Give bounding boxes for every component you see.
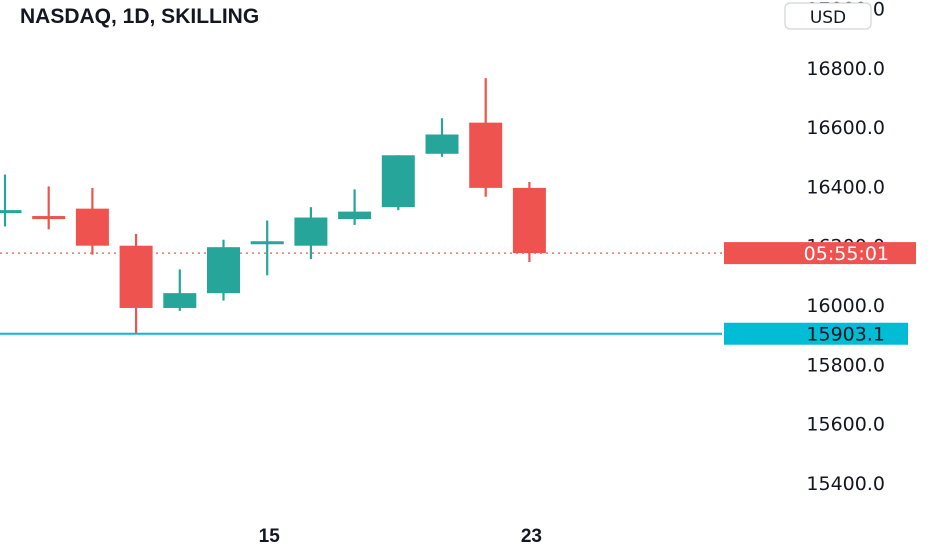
countdown-tag: [724, 242, 916, 265]
candle[interactable]: [512, 181, 546, 263]
candle-body-up: [0, 210, 22, 214]
y-tick-label: 15800.0: [806, 354, 885, 376]
x-tick-label: 15: [259, 526, 281, 547]
candle-body-up: [381, 155, 415, 208]
y-tick-label: 16600.0: [806, 117, 885, 139]
candle-body-down: [512, 187, 546, 254]
support-price-text: 15903.1: [806, 324, 885, 346]
currency-button-frame[interactable]: [784, 2, 872, 30]
chart-title: NASDAQ, 1D, SKILLING: [20, 5, 259, 28]
x-tick-label: 23: [521, 526, 542, 547]
candle[interactable]: [294, 207, 328, 260]
y-tick-label: 16000.0: [806, 295, 885, 317]
candle[interactable]: [207, 239, 240, 301]
candle[interactable]: [32, 186, 66, 230]
y-tick-label: 16800.0: [806, 58, 885, 80]
candle-body-up: [338, 211, 372, 220]
candle-body-up: [425, 134, 459, 154]
candle[interactable]: [250, 220, 284, 276]
candle[interactable]: [425, 118, 459, 157]
candle-body-down: [119, 245, 153, 308]
currency-label[interactable]: USD: [810, 8, 846, 28]
support-price-tag: [724, 322, 908, 345]
y-tick-label: 15400.0: [806, 473, 885, 495]
candle-body-up: [294, 217, 328, 246]
candle-body-down: [469, 122, 503, 188]
candle-body-up: [163, 293, 197, 308]
currency-button[interactable]: USD: [784, 2, 872, 30]
candle-body-up: [250, 241, 284, 245]
candle-body-up: [207, 247, 240, 294]
price-tags: 05:55:01 15903.1: [724, 242, 916, 346]
candle[interactable]: [338, 189, 372, 225]
candle[interactable]: [75, 187, 109, 255]
candle[interactable]: [163, 269, 197, 311]
candles[interactable]: [0, 78, 546, 334]
y-tick-label: 16400.0: [806, 176, 885, 198]
candle[interactable]: [0, 174, 22, 227]
time-axis[interactable]: 15 23: [259, 526, 542, 547]
candle-body-down: [75, 208, 109, 246]
candle[interactable]: [381, 155, 415, 211]
countdown-text: 05:55:01: [804, 243, 889, 265]
candle-body-down: [32, 216, 66, 220]
candle[interactable]: [469, 78, 503, 197]
y-tick-label: 15600.0: [806, 414, 885, 436]
candle[interactable]: [119, 233, 153, 334]
